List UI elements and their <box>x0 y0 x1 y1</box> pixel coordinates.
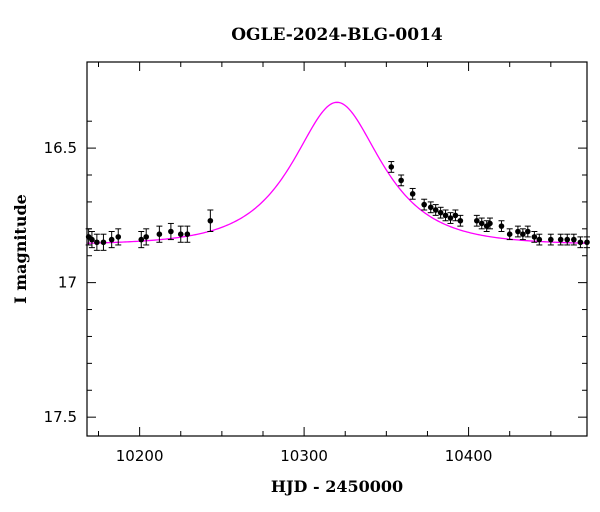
data-point <box>531 234 538 240</box>
data-point <box>442 212 449 219</box>
data-point <box>515 228 521 235</box>
data-point <box>207 217 214 224</box>
y-tick-label: 17 <box>58 274 77 292</box>
x-tick-label: 10300 <box>280 447 328 465</box>
data-point <box>177 231 184 238</box>
plot-area <box>85 101 590 251</box>
y-tick-label: 16.5 <box>44 139 77 157</box>
data-point <box>168 228 174 235</box>
model-curve <box>86 101 588 244</box>
data-point <box>143 234 150 240</box>
data-point <box>432 207 439 213</box>
data-point <box>548 236 554 243</box>
data-point <box>398 177 404 184</box>
data-point <box>577 239 584 246</box>
data-point <box>437 209 444 216</box>
data-point <box>524 228 531 235</box>
data-point <box>478 220 485 227</box>
data-point <box>452 212 459 219</box>
chart-title: OGLE-2024-BLG-0014 <box>231 25 443 45</box>
data-point <box>100 239 107 246</box>
data-point <box>498 223 505 229</box>
data-point <box>506 231 513 238</box>
x-tick-label: 10400 <box>445 447 493 465</box>
plot-frame <box>86 61 588 437</box>
data-point <box>557 236 564 243</box>
data-point <box>184 231 191 238</box>
data-point <box>487 220 493 227</box>
data-point <box>421 201 427 208</box>
data-point <box>520 231 526 238</box>
y-axis-label: I magnitude <box>11 194 30 304</box>
data-point <box>156 231 163 238</box>
x-axis-label: HJD - 2450000 <box>271 477 403 496</box>
axis-ticks: 10200 10300 10400 16.5 17 17.5 <box>44 62 587 465</box>
data-point <box>427 204 434 211</box>
data-point <box>536 236 543 243</box>
data-point <box>138 236 145 243</box>
data-point <box>94 239 100 246</box>
data-point <box>89 236 95 243</box>
data-point <box>108 236 115 243</box>
y-tick-label: 17.5 <box>44 408 77 426</box>
data-point <box>388 164 395 170</box>
data-point <box>571 236 577 243</box>
data-point <box>564 236 571 243</box>
data-point <box>474 217 480 224</box>
data-point <box>447 215 454 221</box>
x-tick-label: 10200 <box>116 447 164 465</box>
data-point <box>115 234 122 240</box>
data-point <box>409 191 416 197</box>
data-point <box>457 217 464 224</box>
